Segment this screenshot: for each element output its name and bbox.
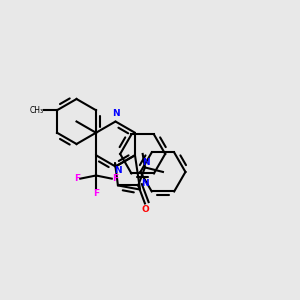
Text: F: F <box>74 174 80 183</box>
Text: F: F <box>112 174 118 183</box>
Text: N: N <box>112 110 119 118</box>
Text: N: N <box>142 158 149 167</box>
Text: N: N <box>142 179 149 188</box>
Text: F: F <box>93 189 99 198</box>
Text: CH₃: CH₃ <box>29 106 44 115</box>
Text: O: O <box>141 205 149 214</box>
Text: N: N <box>114 166 122 175</box>
